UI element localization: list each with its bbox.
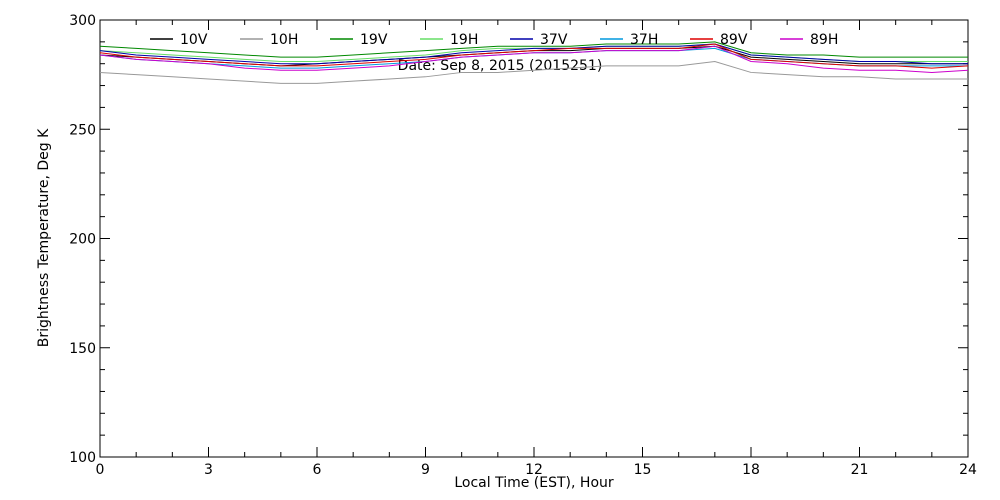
- y-tick-label: 250: [69, 122, 96, 138]
- legend-label: 37V: [540, 32, 568, 48]
- legend-label: 10H: [270, 32, 298, 48]
- x-tick-label: 6: [313, 462, 322, 478]
- y-tick-label: 200: [69, 232, 96, 248]
- x-tick-label: 18: [742, 462, 760, 478]
- x-tick-label: 15: [634, 462, 652, 478]
- x-tick-label: 21: [851, 462, 869, 478]
- plot-frame: [99, 19, 969, 458]
- legend-label: 10V: [180, 32, 208, 48]
- x-tick-label: 3: [204, 462, 213, 478]
- legend-label: 19H: [450, 32, 478, 48]
- legend-label: 89V: [720, 32, 748, 48]
- x-tick-label: 0: [96, 462, 105, 478]
- y-tick-label: 100: [69, 450, 96, 466]
- series-line: [99, 45, 969, 73]
- series-line: [99, 43, 969, 69]
- x-axis-label: Local Time (EST), Hour: [454, 475, 614, 491]
- x-tick-label: 9: [421, 462, 430, 478]
- series-line: [99, 43, 968, 65]
- x-tick-label: 12: [525, 462, 543, 478]
- x-tick-label: 24: [959, 462, 977, 478]
- annotation: Date: Sep 8, 2015 (2015251): [398, 58, 603, 74]
- legend-label: 89H: [810, 32, 838, 48]
- y-tick-label: 150: [69, 341, 96, 357]
- y-tick-label: 300: [69, 13, 96, 29]
- series-line: [99, 41, 968, 58]
- legend-label: 19V: [360, 32, 388, 48]
- y-axis-label: Brightness Temperature, Deg K: [36, 128, 52, 347]
- series-line: [99, 61, 968, 84]
- legend-label: 37H: [630, 32, 658, 48]
